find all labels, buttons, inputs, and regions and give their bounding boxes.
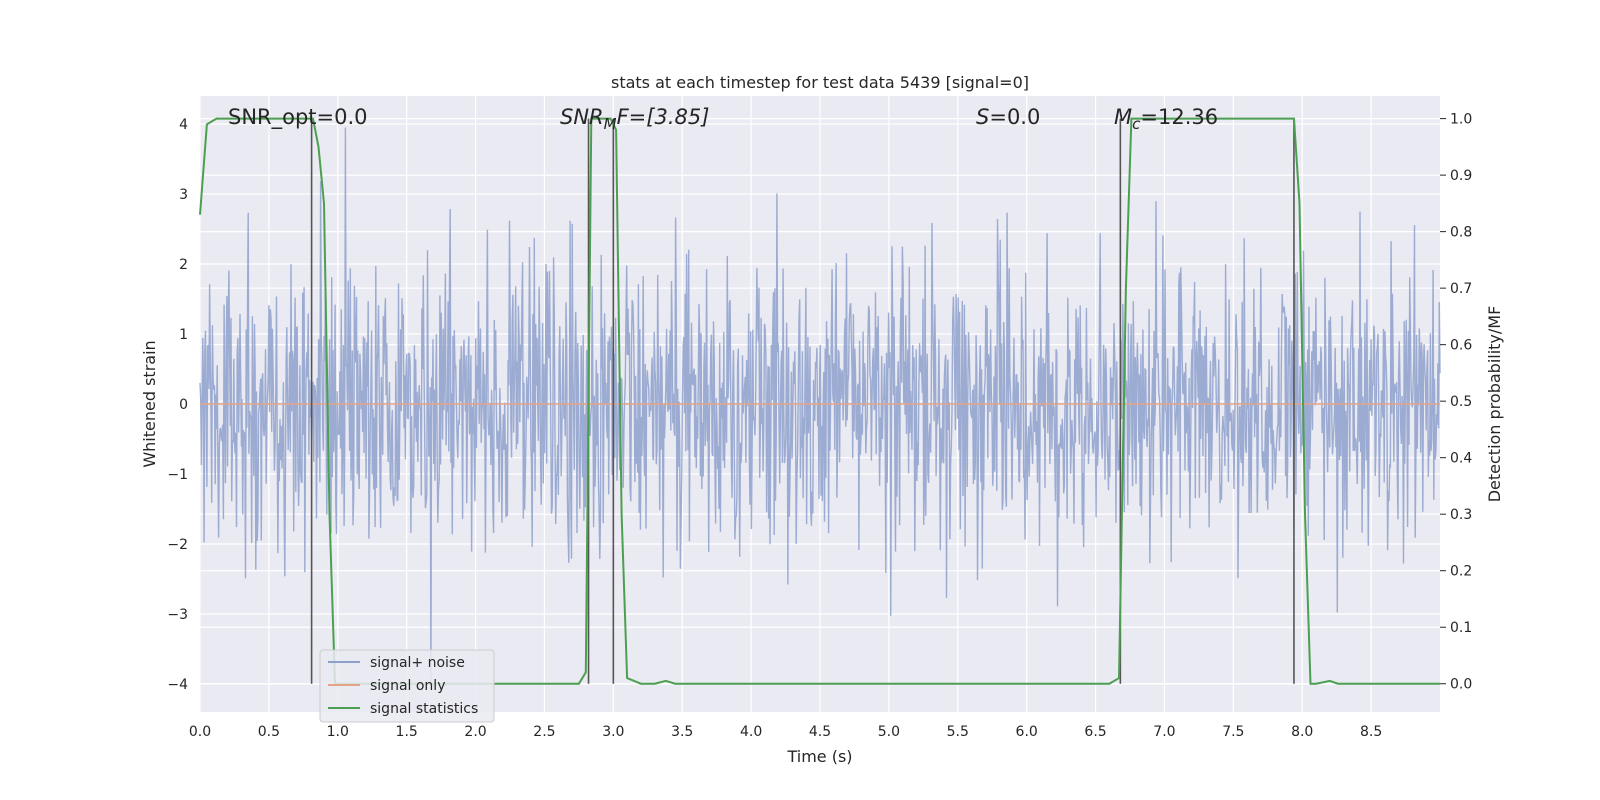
annotation-mc-sub: c xyxy=(1132,115,1141,133)
annotation-snr-mf: SNRMF=[3.85] xyxy=(560,105,709,133)
statistics-line xyxy=(199,117,1440,685)
y-axis-ticks: 4 3 2 1 0 −1 −2 −3 −4 xyxy=(167,117,188,693)
y-right-tick-label: 0.2 xyxy=(1450,564,1472,580)
y-tick-label: −1 xyxy=(167,467,188,483)
annotation-snr-mf-main: SNR xyxy=(560,105,604,129)
y-right-tick-label: 0.8 xyxy=(1450,225,1472,241)
y-right-tick-label: 0.4 xyxy=(1450,451,1472,467)
y-right-tick-label: 0.1 xyxy=(1450,620,1472,636)
y-right-tick-label: 0.7 xyxy=(1450,281,1472,297)
y-right-tick-label: 0.9 xyxy=(1450,168,1472,184)
x-tick-label: 0.5 xyxy=(258,724,280,740)
x-tick-label: 2.5 xyxy=(533,724,555,740)
x-tick-label: 8.5 xyxy=(1360,724,1382,740)
legend: signal+ noise signal only signal statist… xyxy=(319,649,495,723)
y-right-axis-ticks: 1.0 0.9 0.8 0.7 0.6 0.5 0.4 0.3 0.2 0.1 0.0 xyxy=(1440,112,1472,693)
annotation-mc-main: M xyxy=(1114,105,1132,129)
y-right-tick-label: 0.6 xyxy=(1450,338,1472,354)
y-tick-label: 4 xyxy=(179,117,188,133)
x-tick-label: 8.0 xyxy=(1291,724,1313,740)
noise-line xyxy=(199,127,1441,685)
x-tick-label: 6.0 xyxy=(1016,724,1038,740)
series-signal-noise xyxy=(199,127,1441,685)
annotation-snr-opt: SNR_opt=0.0 xyxy=(228,105,368,130)
x-tick-label: 7.0 xyxy=(1153,724,1175,740)
x-tick-label: 0.0 xyxy=(189,724,211,740)
y-tick-label: 0 xyxy=(179,397,188,413)
x-axis-ticks: 0.0 0.5 1.0 1.5 2.0 2.5 3.0 3.5 4.0 4.5 5.0 5.5 6.0 6… xyxy=(189,724,1382,740)
x-tick-label: 1.0 xyxy=(327,724,349,740)
series-signal-statistics xyxy=(199,117,1440,685)
x-tick-label: 3.5 xyxy=(671,724,693,740)
annotation-snr-mf-sub: M xyxy=(604,115,617,133)
annotation-s-main: S xyxy=(976,105,989,129)
x-tick-label: 2.0 xyxy=(464,724,486,740)
x-tick-label: 4.5 xyxy=(809,724,831,740)
x-tick-label: 4.0 xyxy=(740,724,762,740)
y-right-tick-label: 0.3 xyxy=(1450,507,1472,523)
annotation-s-rest: =0.0 xyxy=(989,105,1040,129)
y-right-axis-label: Detection probability/MF xyxy=(1485,306,1504,503)
legend-label-signal-statistics: signal statistics xyxy=(370,701,478,717)
y-tick-label: −2 xyxy=(167,537,188,553)
legend-label-signal-only: signal only xyxy=(370,678,445,694)
annotation-mc-rest: =12.36 xyxy=(1140,105,1218,129)
legend-box xyxy=(319,649,495,723)
y-tick-label: 3 xyxy=(179,187,188,203)
x-tick-label: 5.5 xyxy=(947,724,969,740)
x-axis-label: Time (s) xyxy=(786,747,852,766)
y-right-tick-label: 0.0 xyxy=(1450,677,1472,693)
x-tick-label: 7.5 xyxy=(1222,724,1244,740)
annotation-s: S=0.0 xyxy=(976,105,1040,129)
y-tick-label: −3 xyxy=(167,607,188,623)
x-tick-label: 6.5 xyxy=(1084,724,1106,740)
y-axis-label: Whitened strain xyxy=(140,340,159,467)
annotation-mc: Mc=12.36 xyxy=(1114,105,1218,133)
legend-label-signal-noise: signal+ noise xyxy=(370,655,465,671)
annotation-snr-mf-rest: F=[3.85] xyxy=(617,105,710,129)
x-tick-label: 5.0 xyxy=(878,724,900,740)
y-right-tick-label: 1.0 xyxy=(1450,112,1472,128)
x-tick-label: 1.5 xyxy=(396,724,418,740)
y-tick-label: 2 xyxy=(179,257,188,273)
y-tick-label: −4 xyxy=(167,677,188,693)
chart-title: stats at each timestep for test data 543… xyxy=(611,73,1029,92)
x-tick-label: 3.0 xyxy=(602,724,624,740)
y-tick-label: 1 xyxy=(179,327,188,343)
y-right-tick-label: 0.5 xyxy=(1450,394,1472,410)
